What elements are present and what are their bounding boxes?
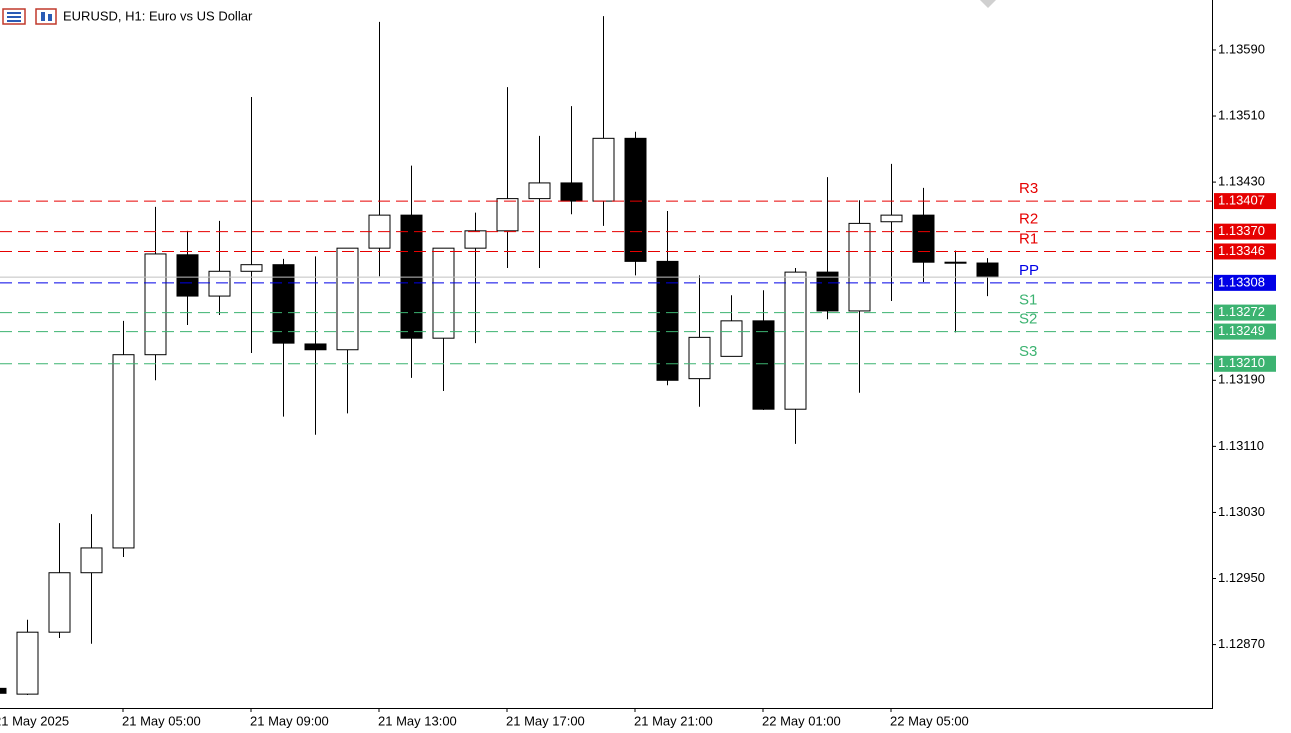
pivot-label: R3	[1019, 180, 1038, 197]
price-box-label: 1.13346	[1218, 243, 1265, 258]
chart-icon[interactable]	[35, 8, 57, 25]
candle-body	[304, 343, 327, 351]
candle-body	[528, 182, 551, 200]
candle-body	[848, 222, 871, 312]
y-tick-label: 1.13030	[1218, 504, 1265, 519]
pivot-label: S3	[1019, 343, 1037, 360]
y-tick-label: 1.13190	[1218, 372, 1265, 387]
x-tick-label: 22 May 01:00	[762, 713, 841, 728]
candle-body	[0, 687, 7, 694]
candle-body	[560, 182, 583, 202]
candle-body	[944, 261, 967, 264]
price-box-label: 1.13407	[1218, 193, 1265, 208]
candle-body	[816, 271, 839, 312]
candle-body	[432, 247, 455, 339]
candle-body	[784, 271, 807, 410]
candle-body	[624, 137, 647, 262]
candle-body	[208, 270, 231, 297]
candle-body	[336, 247, 359, 351]
candle-body	[112, 354, 135, 549]
y-tick-label: 1.12950	[1218, 570, 1265, 585]
x-tick-label: 21 May 13:00	[378, 713, 457, 728]
candle-body	[656, 260, 679, 381]
candle-body	[48, 572, 71, 633]
candle-body	[976, 262, 999, 278]
x-tick-label: 21 May 05:00	[122, 713, 201, 728]
y-tick-label: 1.13430	[1218, 174, 1265, 189]
price-box	[1214, 355, 1276, 372]
price-box-label: 1.13308	[1218, 274, 1265, 289]
x-tick-label: 21 May 2025	[0, 713, 69, 728]
candle-body	[688, 336, 711, 380]
pivot-label: R2	[1019, 211, 1038, 228]
candle-body	[16, 631, 39, 695]
price-box-label: 1.13210	[1218, 355, 1265, 370]
x-tick-label: 21 May 21:00	[634, 713, 713, 728]
candle-body	[912, 214, 935, 263]
x-tick-label: 21 May 17:00	[506, 713, 585, 728]
candle-body	[464, 230, 487, 249]
menu-icon[interactable]	[2, 8, 26, 25]
y-tick-label: 1.13590	[1218, 41, 1265, 56]
price-box	[1214, 223, 1276, 240]
x-tick-label: 21 May 09:00	[250, 713, 329, 728]
icon-bar	[48, 14, 52, 21]
candle-body	[752, 320, 775, 410]
candle-body	[272, 264, 295, 344]
y-tick-label: 1.13510	[1218, 107, 1265, 122]
chart-title: EURUSD, H1: Euro vs US Dollar	[63, 8, 253, 23]
pivot-label: R1	[1019, 230, 1038, 247]
candle-body	[496, 198, 519, 232]
price-box-label: 1.13272	[1218, 304, 1265, 319]
price-box	[1214, 304, 1276, 321]
price-box	[1214, 274, 1276, 291]
price-box-label: 1.13370	[1218, 223, 1265, 238]
price-box	[1214, 243, 1276, 260]
pivot-label: S2	[1019, 311, 1037, 328]
pivot-label: PP	[1019, 262, 1039, 279]
price-box	[1214, 323, 1276, 340]
candle-body	[176, 254, 199, 297]
price-box-label: 1.13249	[1218, 323, 1265, 338]
candle-body	[720, 320, 743, 357]
pivot-label: S1	[1019, 292, 1037, 309]
price-box	[1214, 193, 1276, 210]
shift-marker[interactable]	[980, 0, 996, 8]
y-tick-label: 1.13110	[1218, 438, 1264, 453]
candle-body	[144, 253, 167, 356]
icon-bar	[41, 12, 45, 21]
x-tick-label: 22 May 05:00	[890, 713, 969, 728]
candle-body	[240, 264, 263, 272]
candle-body	[592, 137, 615, 202]
candle-body	[80, 547, 103, 574]
icon-frame	[35, 8, 57, 25]
candle-body	[880, 214, 903, 223]
y-tick-label: 1.12870	[1218, 636, 1265, 651]
